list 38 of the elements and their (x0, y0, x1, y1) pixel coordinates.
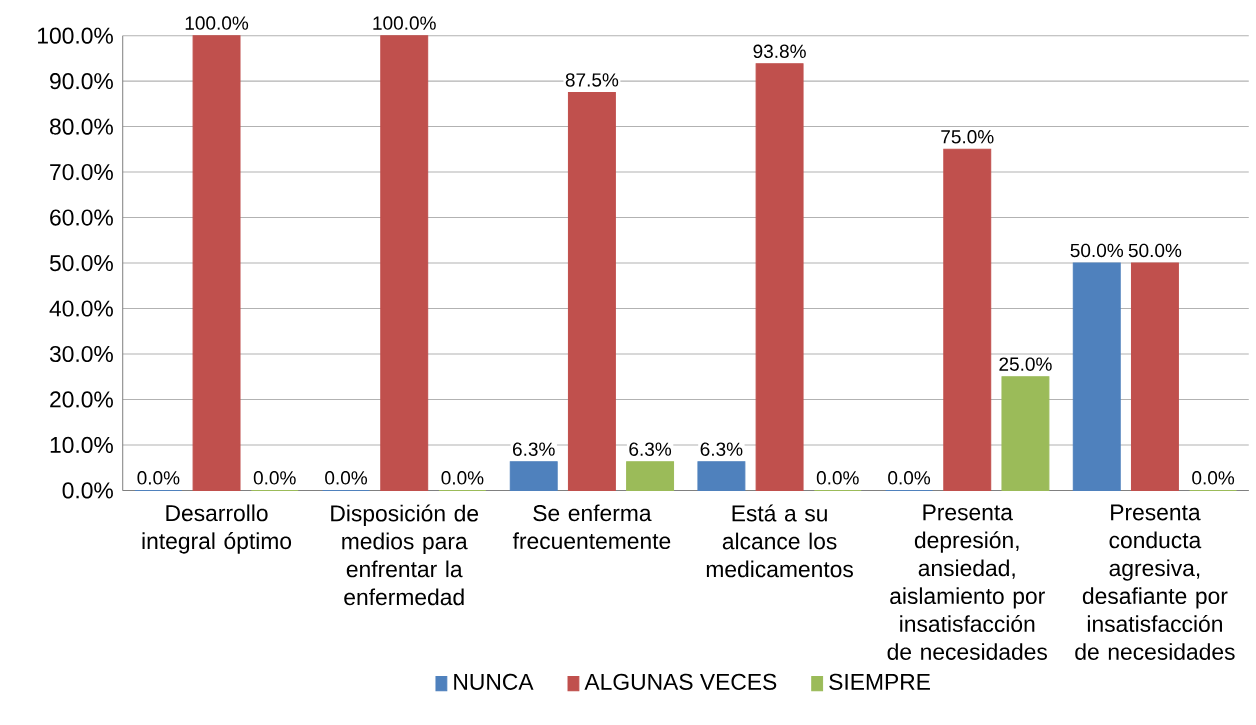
data-label: 93.8% (753, 44, 806, 59)
y-tick-label: 100.0% (38, 27, 113, 44)
data-label: 6.3% (700, 442, 743, 456)
y-tick-label: 0.0% (62, 482, 113, 499)
x-tick-label: Se enferma frecuentemente (512, 504, 671, 550)
y-tick-label: 90.0% (50, 73, 113, 90)
data-label: 75.0% (941, 130, 994, 144)
y-tick-label: 30.0% (49, 345, 113, 363)
x-tick-label: Desarrollo integral óptimo (142, 504, 292, 554)
data-label: 0.0% (888, 471, 931, 485)
data-label: 6.3% (629, 442, 672, 456)
x-tick-label: Disposición de medios para enfrentar la enfermedad (331, 504, 479, 606)
legend-label: SIEMPRE (829, 673, 930, 690)
y-tick-label: 60.0% (50, 209, 113, 226)
data-label: 50.0% (1070, 243, 1124, 258)
data-label: 87.5% (565, 73, 619, 87)
y-tick-label: 20.0% (50, 391, 113, 408)
data-label: 0.0% (325, 471, 368, 485)
data-label: 100.0% (185, 16, 249, 30)
data-label: 0.0% (1192, 471, 1235, 485)
x-tick-label: Presenta depresión, ansiedad, aislamiento por insatisfacción de necesidades (887, 504, 1047, 660)
y-tick-label: 10.0% (50, 436, 113, 454)
x-tick-label: Está a su alcance los medicamentos (706, 504, 853, 578)
data-label: 50.0% (1128, 243, 1182, 258)
y-tick-label: 50.0% (49, 254, 113, 272)
legend-label: ALGUNAS VECES (584, 673, 777, 690)
data-label: 100.0% (373, 16, 436, 30)
data-label: 6.3% (513, 442, 555, 456)
data-label: 25.0% (999, 357, 1052, 371)
x-tick-label: Presenta conducta agresiva, desafiante por insatisfacción de necesidades (1075, 504, 1235, 660)
data-label: 0.0% (137, 471, 180, 485)
y-tick-label: 40.0% (49, 300, 113, 317)
data-label: 0.0% (253, 471, 296, 485)
data-label: 0.0% (816, 471, 859, 485)
y-tick-label: 80.0% (50, 118, 113, 135)
data-label: 0.0% (441, 471, 484, 485)
y-tick-label: 70.0% (50, 163, 113, 181)
legend-label: NUNCA (454, 673, 534, 690)
